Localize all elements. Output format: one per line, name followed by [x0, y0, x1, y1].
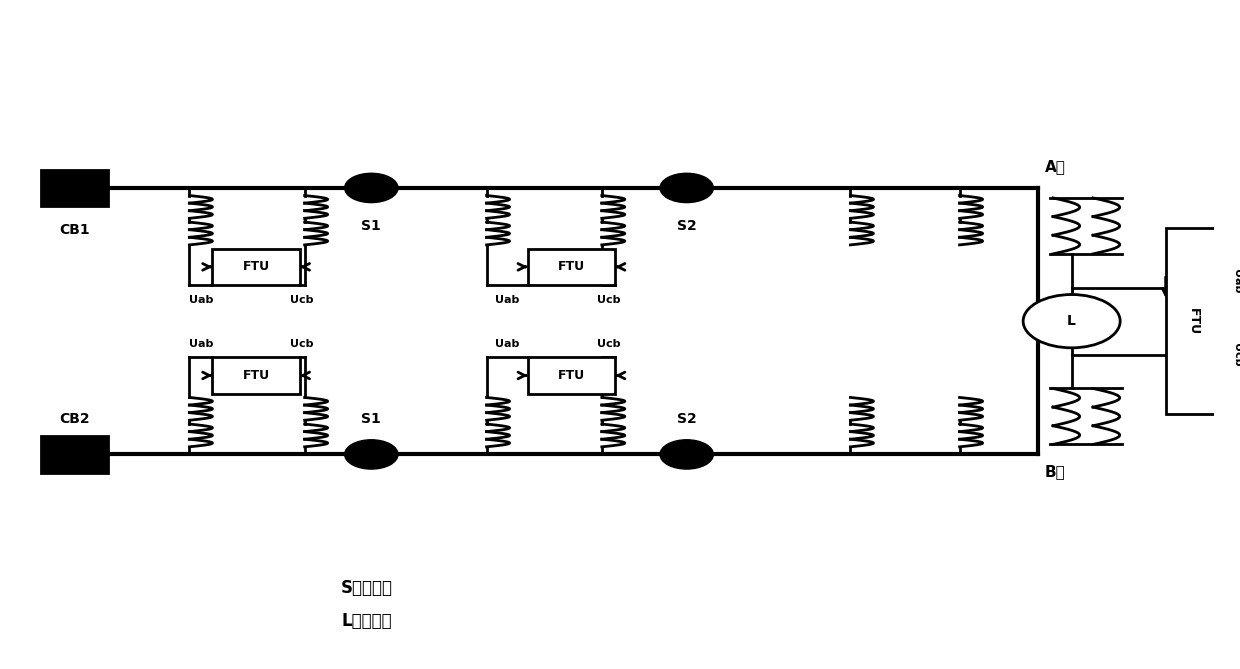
Text: Ucb: Ucb — [596, 295, 620, 305]
Text: B侧: B侧 — [1044, 464, 1065, 480]
Text: Uab: Uab — [188, 295, 213, 305]
Text: Uab: Uab — [495, 295, 520, 305]
Circle shape — [660, 173, 713, 203]
Circle shape — [345, 440, 398, 469]
Text: L：联络点: L：联络点 — [341, 612, 392, 630]
Text: A侧: A侧 — [1044, 160, 1065, 175]
Text: Uab: Uab — [188, 339, 213, 349]
Text: FTU: FTU — [243, 260, 269, 274]
Text: S2: S2 — [677, 219, 697, 233]
Text: CB1: CB1 — [58, 223, 89, 237]
Circle shape — [660, 440, 713, 469]
FancyBboxPatch shape — [1166, 228, 1220, 415]
Text: FTU: FTU — [1187, 308, 1199, 334]
FancyBboxPatch shape — [212, 357, 300, 394]
Text: L: L — [1068, 314, 1076, 328]
Circle shape — [345, 173, 398, 203]
Text: S2: S2 — [677, 413, 697, 426]
FancyBboxPatch shape — [41, 436, 108, 473]
Circle shape — [1023, 294, 1120, 348]
Text: S：分段点: S：分段点 — [341, 579, 393, 597]
Text: FTU: FTU — [558, 260, 585, 274]
Text: Ucb: Ucb — [1233, 343, 1240, 366]
Text: Ucb: Ucb — [290, 295, 314, 305]
FancyBboxPatch shape — [41, 170, 108, 206]
Text: CB2: CB2 — [58, 412, 89, 426]
FancyBboxPatch shape — [528, 249, 615, 285]
Text: Ucb: Ucb — [290, 339, 314, 349]
FancyBboxPatch shape — [528, 357, 615, 394]
Text: Uab: Uab — [1233, 269, 1240, 294]
Text: Ucb: Ucb — [596, 339, 620, 349]
Text: S1: S1 — [361, 219, 381, 233]
Text: S1: S1 — [361, 413, 381, 426]
Text: Uab: Uab — [495, 339, 520, 349]
FancyBboxPatch shape — [212, 249, 300, 285]
Text: FTU: FTU — [243, 369, 269, 382]
Text: FTU: FTU — [558, 369, 585, 382]
